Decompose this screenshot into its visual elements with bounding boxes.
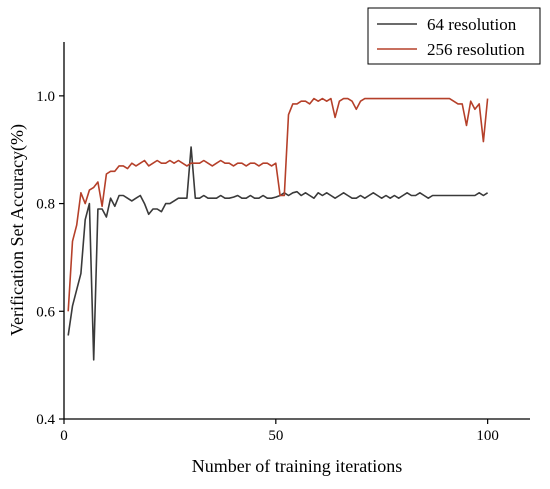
legend-label-256-resolution: 256 resolution <box>427 40 525 59</box>
ticks: 0 50 100 0.4 0.6 0.8 1.0 <box>36 89 499 444</box>
series-line-64-resolution <box>67 146 489 361</box>
y-axis-label: Verification Set Accuracy(%) <box>7 124 28 336</box>
axes <box>63 42 530 420</box>
legend: 64 resolution 256 resolution <box>367 7 541 65</box>
y-tick-label-0.6: 0.6 <box>36 304 55 320</box>
y-tick-label-0.8: 0.8 <box>36 197 55 213</box>
legend-box <box>367 7 541 65</box>
series-layer <box>67 97 489 361</box>
x-axis-label: Number of training iterations <box>192 456 402 476</box>
y-tick-label-1.0: 1.0 <box>36 89 55 105</box>
x-tick-label-50: 50 <box>268 428 283 444</box>
legend-label-64-resolution: 64 resolution <box>427 15 517 34</box>
series-line-256-resolution <box>67 97 489 312</box>
x-tick-label-0: 0 <box>60 428 68 444</box>
x-tick-label-100: 100 <box>476 428 499 444</box>
y-tick-label-0.4: 0.4 <box>36 412 55 428</box>
